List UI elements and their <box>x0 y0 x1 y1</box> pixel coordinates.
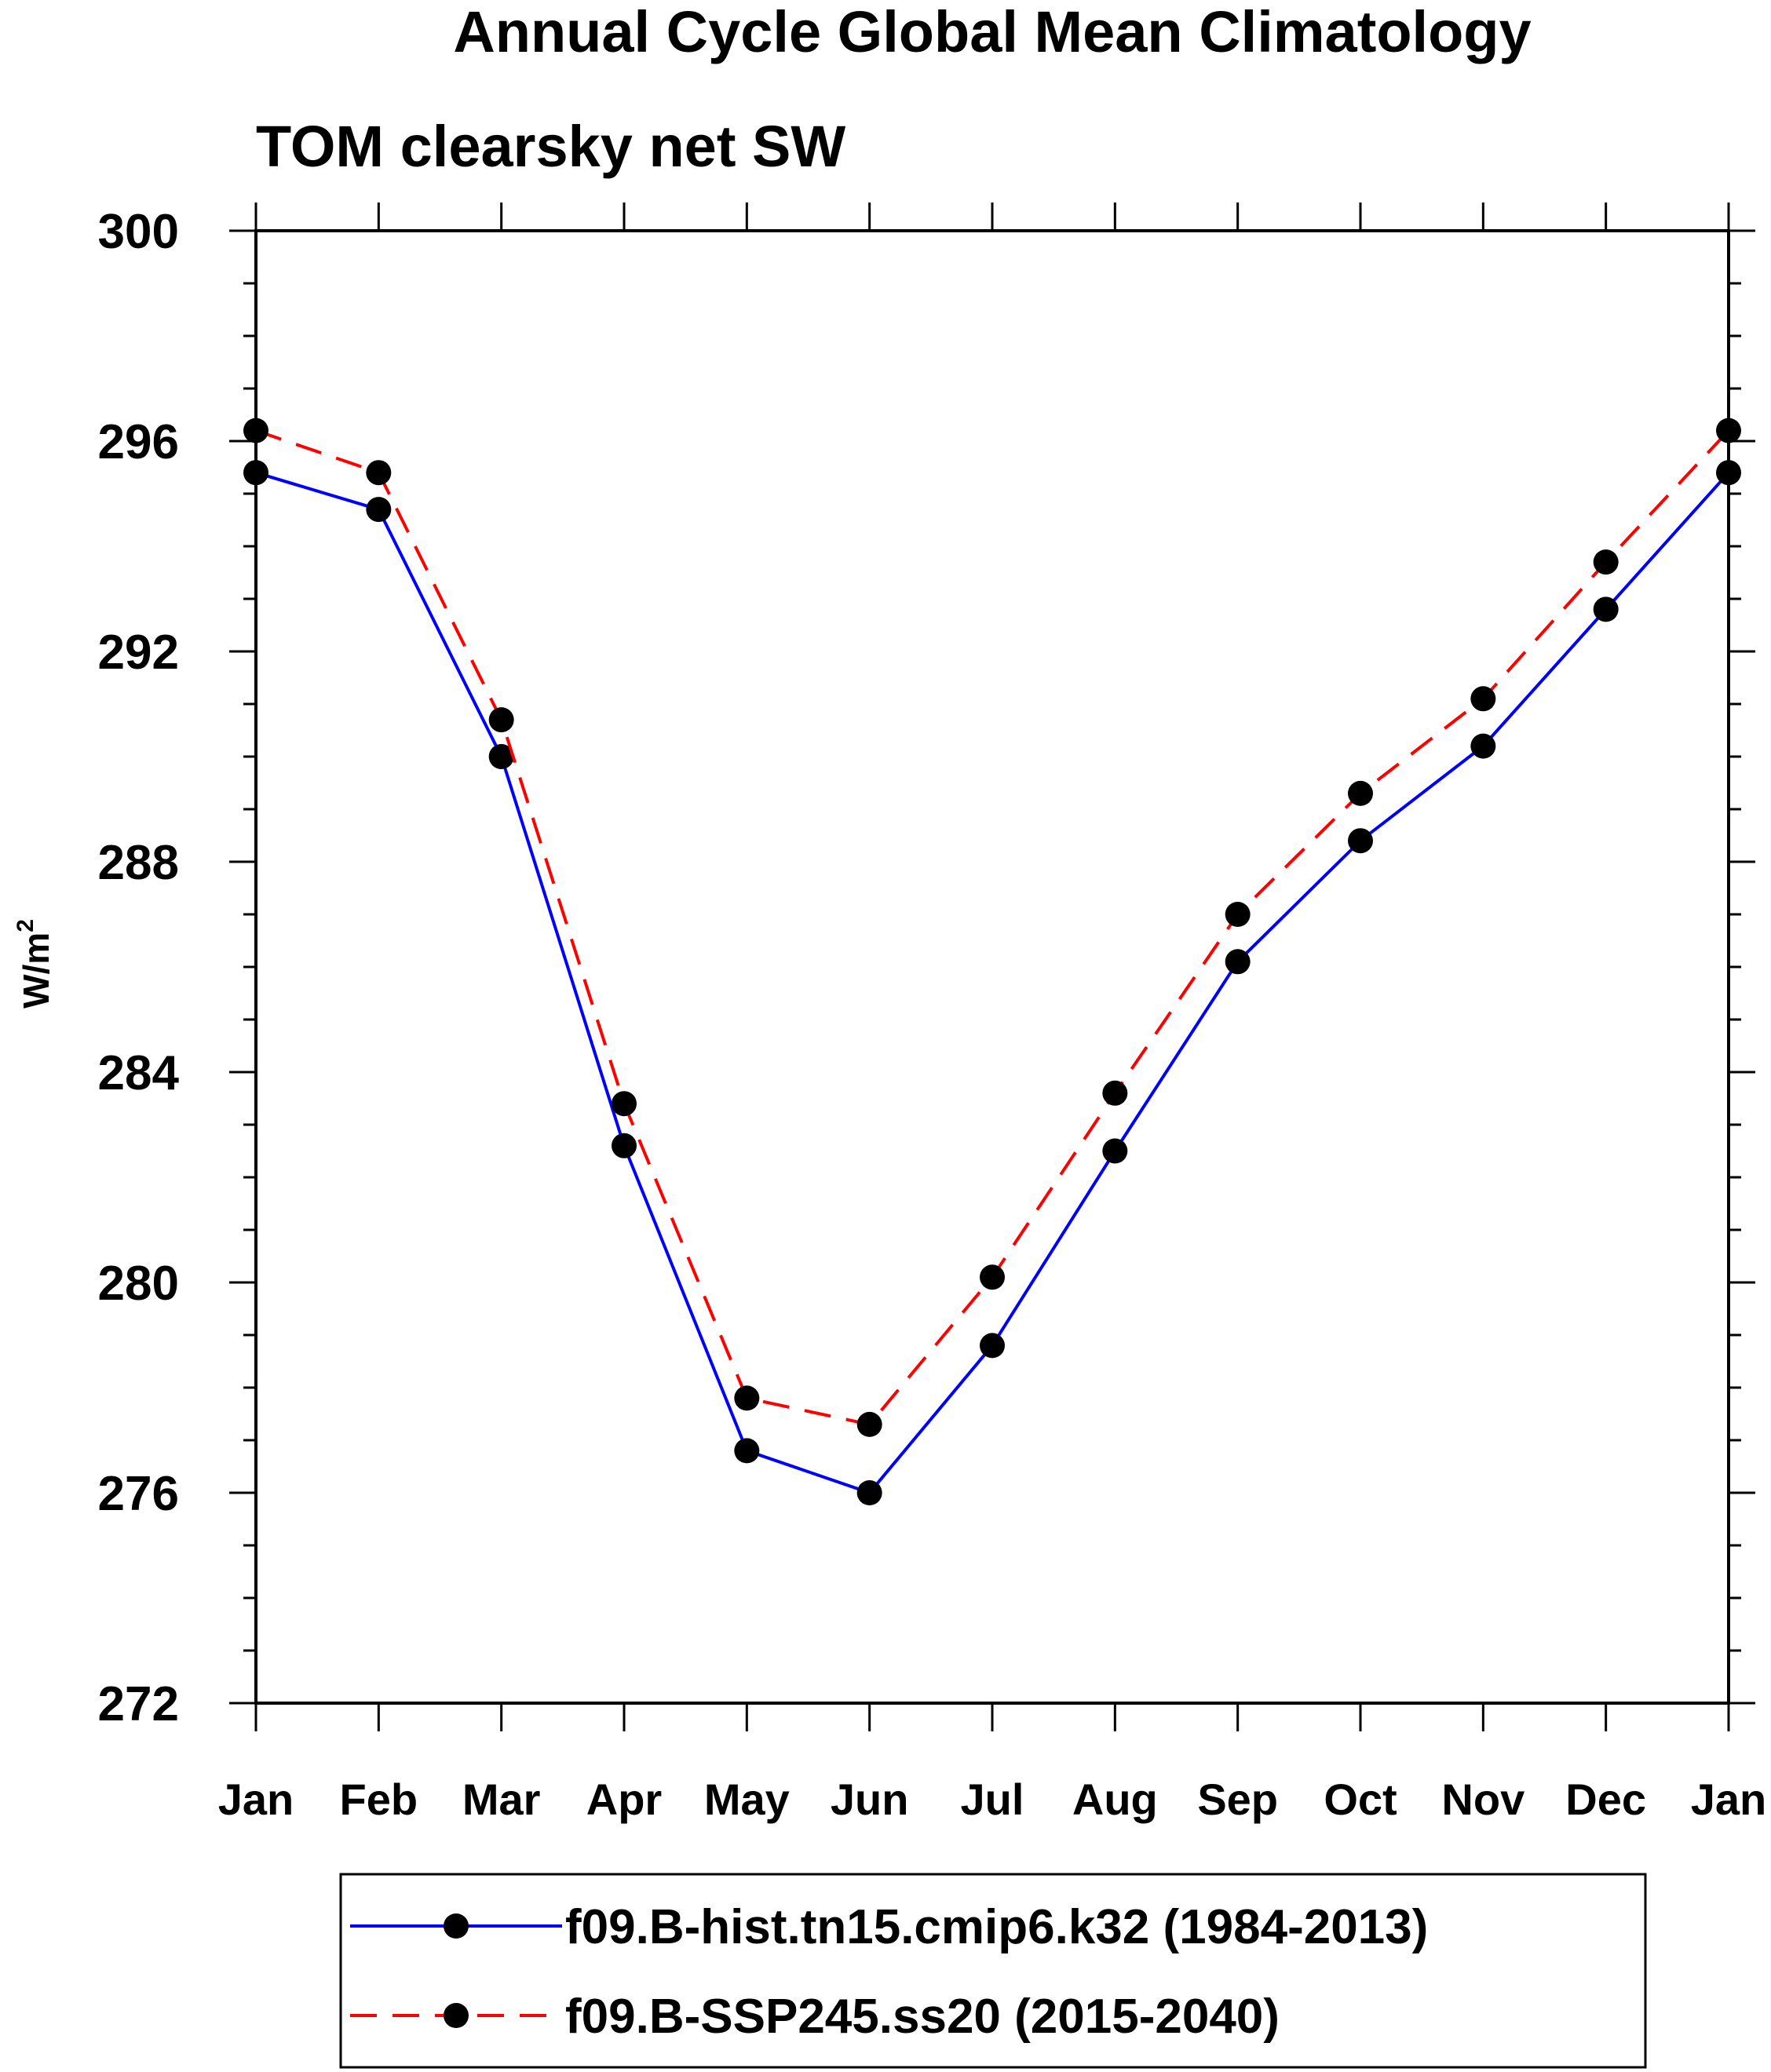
x-tick-labels: Jan Feb Mar Apr May Jun Jul Aug Sep Oct Nov Dec Jan <box>218 1775 1767 1824</box>
series-2-point <box>1593 549 1619 575</box>
series-2-point <box>612 1091 637 1117</box>
legend-label-1: f09.B-hist.tn15.cmip6.k32 (1984-2013) <box>565 1900 1428 1954</box>
series-2-point <box>1102 1080 1128 1106</box>
chart-title: Annual Cycle Global Mean Climatology <box>453 0 1531 64</box>
x-tick-label: Oct <box>1324 1775 1397 1824</box>
series-1-point <box>1225 949 1251 975</box>
y-tick-label: 292 <box>98 626 179 680</box>
chart-subtitle: TOM clearsky net SW <box>256 114 845 179</box>
series-2-point <box>488 707 514 733</box>
x-tick-label: May <box>704 1775 790 1824</box>
series-2-point <box>1348 780 1373 806</box>
y-tick-label: 284 <box>98 1046 180 1100</box>
series-layer <box>243 418 1741 1505</box>
y-tick-label: 280 <box>98 1257 179 1311</box>
series-1-point <box>1348 828 1373 854</box>
series-1-point <box>980 1333 1005 1359</box>
series-2-point <box>856 1411 882 1437</box>
series-2-point <box>366 460 392 486</box>
y-tick-label: 276 <box>98 1467 179 1521</box>
series-2-point <box>734 1385 760 1411</box>
legend-marker-1 <box>444 1913 469 1939</box>
x-tick-label: Jun <box>831 1775 909 1824</box>
y-tick-label: 272 <box>98 1677 179 1731</box>
x-tick-label: Jan <box>218 1775 294 1824</box>
y-axis-label: W/m2 <box>13 919 57 1009</box>
x-tick-label: Nov <box>1441 1775 1525 1824</box>
y-tick-label: 296 <box>98 415 179 469</box>
legend: f09.B-hist.tn15.cmip6.k32 (1984-2013) f09… <box>339 1873 1647 2069</box>
x-tick-label: Feb <box>340 1775 418 1824</box>
series-1-point <box>856 1480 882 1505</box>
legend-marker-2 <box>444 2003 469 2028</box>
series-1-point <box>488 744 514 769</box>
series-2-point <box>980 1264 1005 1290</box>
y-tick-label: 300 <box>98 205 179 259</box>
axis-ticks <box>229 202 1755 1731</box>
x-tick-label: Aug <box>1072 1775 1158 1824</box>
legend-label-2: f09.B-SSP245.ss20 (2015-2040) <box>565 1990 1280 2044</box>
series-1-point <box>1470 733 1496 759</box>
series-1-point <box>612 1133 637 1158</box>
x-tick-label: Sep <box>1197 1775 1278 1824</box>
x-tick-label: Jul <box>961 1775 1024 1824</box>
series-2-point <box>1225 902 1251 927</box>
series-2-point <box>1470 686 1496 712</box>
x-tick-label: Mar <box>462 1775 541 1824</box>
legend-items: f09.B-hist.tn15.cmip6.k32 (1984-2013) f09… <box>350 1900 1428 2044</box>
x-tick-label: Apr <box>586 1775 662 1824</box>
series-1-point <box>1593 596 1619 622</box>
y-axis-label-base: W/m <box>16 932 57 1009</box>
series-1-point <box>1102 1138 1128 1164</box>
series-1-point <box>734 1438 760 1464</box>
x-tick-label: Jan <box>1691 1775 1767 1824</box>
plot-frame <box>254 229 1730 1705</box>
y-tick-labels: 272 276 280 284 288 292 296 300 <box>98 205 180 1731</box>
series-1-point <box>366 497 392 523</box>
x-tick-label: Dec <box>1565 1775 1646 1824</box>
y-axis-label-superscript: 2 <box>13 919 38 932</box>
legend-box <box>339 1873 1647 2069</box>
y-tick-label: 288 <box>98 836 179 890</box>
